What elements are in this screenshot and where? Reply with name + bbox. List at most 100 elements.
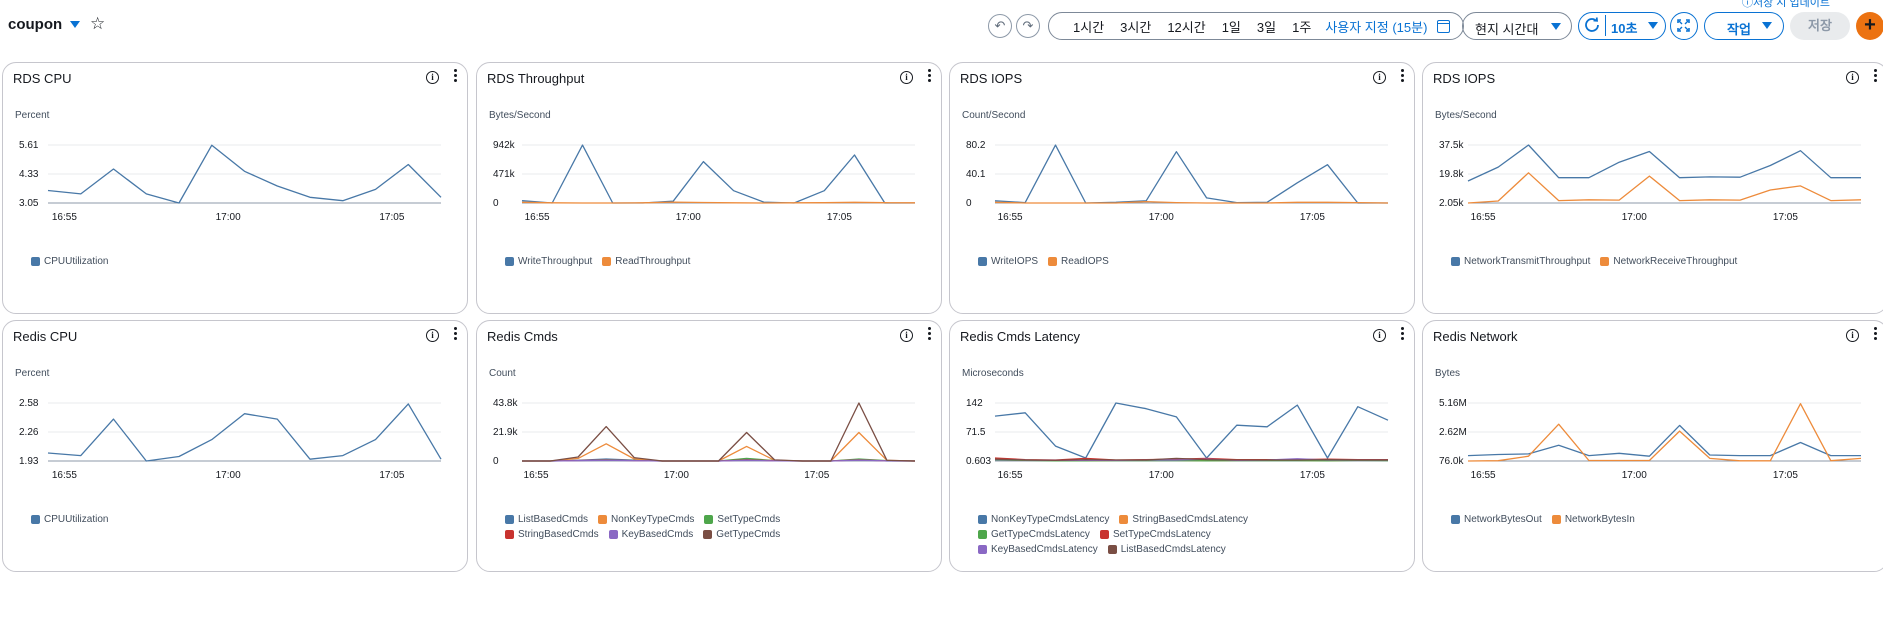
legend-item[interactable]: CPUUtilization	[31, 255, 108, 268]
more-options-icon[interactable]	[1401, 69, 1405, 84]
series-line-ListBasedCmdsLatency[interactable]	[994, 457, 1388, 462]
legend-swatch	[1451, 515, 1460, 524]
legend-item[interactable]: NonKeyTypeCmdsLatency	[978, 513, 1109, 526]
info-icon[interactable]: i	[900, 71, 913, 84]
info-icon[interactable]: i	[426, 71, 439, 84]
star-icon[interactable]: ☆	[90, 14, 106, 33]
dashboard-title: coupon	[8, 16, 63, 33]
series-line-NonKeyTypeCmdsLatency[interactable]	[994, 402, 1389, 459]
series-line-NetworkBytesOut[interactable]	[1467, 424, 1861, 457]
chart-legend: CPUUtilization	[31, 255, 381, 270]
more-options-icon[interactable]	[454, 69, 458, 84]
legend-label: ListBasedCmdsLatency	[1120, 544, 1226, 555]
legend-item[interactable]: NetworkReceiveThroughput	[1600, 255, 1737, 268]
x-tick-label: 16:55	[1471, 212, 1496, 223]
legend-label: NetworkReceiveThroughput	[1613, 256, 1738, 267]
update-notice-link[interactable]: ⓘ저장 시 업데이트	[1742, 0, 1830, 9]
info-icon[interactable]: i	[1846, 329, 1859, 342]
legend-item[interactable]: WriteThroughput	[505, 255, 592, 268]
legend-item[interactable]: StringBasedCmds	[505, 528, 599, 541]
add-widget-button[interactable]: +	[1856, 12, 1883, 40]
info-icon[interactable]: i	[1373, 329, 1386, 342]
x-tick-label: 16:55	[52, 212, 77, 223]
widget-rds-cpu[interactable]: RDS CPU i Percent 5.61 4.33 3.05 16:55 17:00 17:…	[2, 62, 468, 314]
legend-item[interactable]: WriteIOPS	[978, 255, 1038, 268]
legend-item[interactable]: ListBasedCmdsLatency	[1107, 543, 1226, 556]
range-12h[interactable]: 12시간	[1167, 19, 1206, 35]
legend-swatch	[978, 545, 987, 554]
x-tick-label: 17:05	[827, 212, 852, 223]
legend-item[interactable]: ReadThroughput	[602, 255, 690, 268]
more-options-icon[interactable]	[1874, 69, 1878, 84]
series-line-CPUUtilization[interactable]	[47, 144, 442, 204]
more-options-icon[interactable]	[928, 327, 932, 342]
info-icon[interactable]: i	[426, 329, 439, 342]
series-line-NetworkTransmitThroughput[interactable]	[1467, 144, 1861, 182]
range-1w[interactable]: 1주	[1292, 19, 1312, 35]
legend-item[interactable]: NetworkBytesIn	[1551, 513, 1635, 526]
legend-item[interactable]: NetworkBytesOut	[1451, 513, 1542, 526]
more-options-icon[interactable]	[1874, 327, 1878, 342]
series-line-NetworkBytesIn[interactable]	[1467, 403, 1862, 462]
legend-item[interactable]: GetTypeCmds	[703, 528, 780, 541]
line-chart: 142 71.5 0.603 16:55 17:00 17:05	[966, 398, 1389, 481]
timezone-select[interactable]: 현지 시간대	[1462, 12, 1572, 40]
range-1h[interactable]: 1시간	[1073, 19, 1105, 35]
legend-item[interactable]: SetTypeCmdsLatency	[1099, 528, 1211, 541]
legend-item[interactable]: StringBasedCmdsLatency	[1119, 513, 1248, 526]
range-3h[interactable]: 3시간	[1120, 19, 1152, 35]
chart-legend: WriteIOPS ReadIOPS	[978, 255, 1328, 270]
x-tick-label: 17:00	[1622, 212, 1647, 223]
widget-redis-cpu[interactable]: Redis CPU i Percent 2.58 2.26 1.93 16:55 17:00 1…	[2, 320, 468, 572]
redo-icon[interactable]: ↷	[1016, 14, 1040, 38]
series-line-GetTypeCmds[interactable]	[522, 402, 916, 462]
legend-item[interactable]: NonKeyTypeCmds	[598, 513, 694, 526]
more-options-icon[interactable]	[928, 69, 932, 84]
range-custom[interactable]: 사용자 지정 (15분)	[1325, 19, 1428, 35]
save-button[interactable]: 저장	[1790, 12, 1850, 40]
legend-item[interactable]: ReadIOPS	[1048, 255, 1109, 268]
series-line-NetworkReceiveThroughput[interactable]	[1467, 172, 1862, 204]
widget-rds-throughput[interactable]: RDS Throughput i Bytes/Second 942k 471k 0 16:5…	[476, 62, 942, 314]
dashboard-menu-caret-icon[interactable]	[70, 21, 80, 28]
legend-item[interactable]: NetworkTransmitThroughput	[1451, 255, 1590, 268]
x-tick-label: 17:05	[379, 470, 404, 481]
actions-button[interactable]: 작업	[1704, 12, 1784, 40]
x-tick-label: 17:00	[216, 470, 241, 481]
x-tick-label: 17:05	[1300, 212, 1325, 223]
series-line-ReadIOPS[interactable]	[994, 200, 1389, 204]
expand-icon[interactable]	[1670, 12, 1698, 40]
legend-item[interactable]: ListBasedCmds	[505, 513, 588, 526]
series-line-NonKeyTypeCmds[interactable]	[522, 431, 916, 462]
legend-item[interactable]: KeyBasedCmds	[608, 528, 693, 541]
info-icon[interactable]: i	[1373, 71, 1386, 84]
x-tick-label: 17:00	[1149, 470, 1174, 481]
series-line-ReadThroughput[interactable]	[521, 201, 916, 204]
line-chart: 43.8k 21.9k 0 16:55 17:00 17:05	[493, 398, 916, 481]
x-tick-label: 17:05	[1300, 470, 1325, 481]
widget-title: Redis CPU	[13, 329, 78, 344]
widget-redis-cmds-latency[interactable]: Redis Cmds Latency i Microseconds 142 71.5 0.…	[949, 320, 1415, 572]
calendar-icon[interactable]	[1437, 19, 1451, 33]
legend-item[interactable]: SetTypeCmds	[704, 513, 780, 526]
widget-redis-cmds[interactable]: Redis Cmds i Count 43.8k 21.9k 0 16:55 17:00 17:…	[476, 320, 942, 572]
series-line-CPUUtilization[interactable]	[47, 403, 442, 462]
more-options-icon[interactable]	[1401, 327, 1405, 342]
widget-rds-iops[interactable]: RDS IOPS i Count/Second 80.2 40.1 0 16:55 17:00…	[949, 62, 1415, 314]
series-line-WriteThroughput[interactable]	[521, 144, 915, 204]
refresh-icon[interactable]	[1583, 16, 1601, 34]
widget-rds-iops[interactable]: RDS IOPS i Bytes/Second 37.5k 19.8k 2.05k 16:5…	[1422, 62, 1883, 314]
legend-swatch	[1048, 257, 1058, 266]
more-options-icon[interactable]	[454, 327, 458, 342]
undo-icon[interactable]: ↶	[988, 14, 1012, 38]
range-1d[interactable]: 1일	[1221, 19, 1241, 35]
series-line-WriteIOPS[interactable]	[994, 144, 1388, 204]
refresh-control[interactable]: 10초	[1578, 12, 1666, 40]
range-3d[interactable]: 3일	[1256, 19, 1277, 35]
widget-redis-network[interactable]: Redis Network i Bytes 5.16M 2.62M 76.0k 16:55 1…	[1422, 320, 1883, 572]
legend-item[interactable]: GetTypeCmdsLatency	[978, 528, 1090, 541]
legend-item[interactable]: KeyBasedCmdsLatency	[978, 543, 1098, 556]
info-icon[interactable]: i	[900, 329, 913, 342]
info-icon[interactable]: i	[1846, 71, 1859, 84]
legend-item[interactable]: CPUUtilization	[31, 513, 108, 526]
